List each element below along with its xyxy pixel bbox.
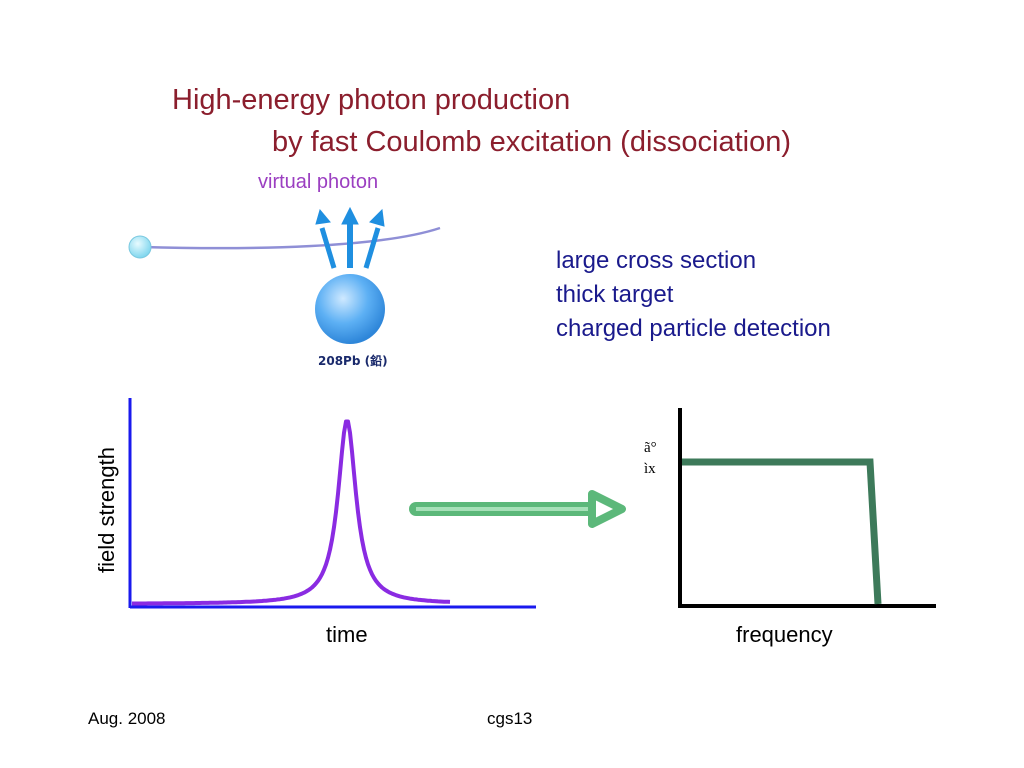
key-points: large cross section thick target charged… <box>556 244 831 346</box>
footer-code: cgs13 <box>487 709 533 728</box>
nucleus-label: 208Pb (鉛) <box>318 353 388 368</box>
photon-spectrum <box>682 458 882 605</box>
projectile-trajectory <box>141 226 441 250</box>
nucleus-icon <box>315 274 385 344</box>
projectile-icon <box>128 235 152 259</box>
point-1: large cross section <box>556 247 757 274</box>
footer-date: Aug. 2008 <box>88 709 166 728</box>
point-2: thick target <box>556 281 674 308</box>
photon-arrows-icon <box>315 206 385 269</box>
virtual-photon-label: virtual photon <box>258 171 379 193</box>
spectrum-y-label: ã° ìx <box>644 440 657 477</box>
point-3: charged particle detection <box>556 315 831 342</box>
field-pulse <box>132 419 451 606</box>
title-line-1: High-energy photon production <box>172 84 571 116</box>
frequency-label: frequency <box>736 622 833 647</box>
time-label: time <box>326 622 368 647</box>
title-line-2: by fast Coulomb excitation (dissociation… <box>272 126 792 158</box>
